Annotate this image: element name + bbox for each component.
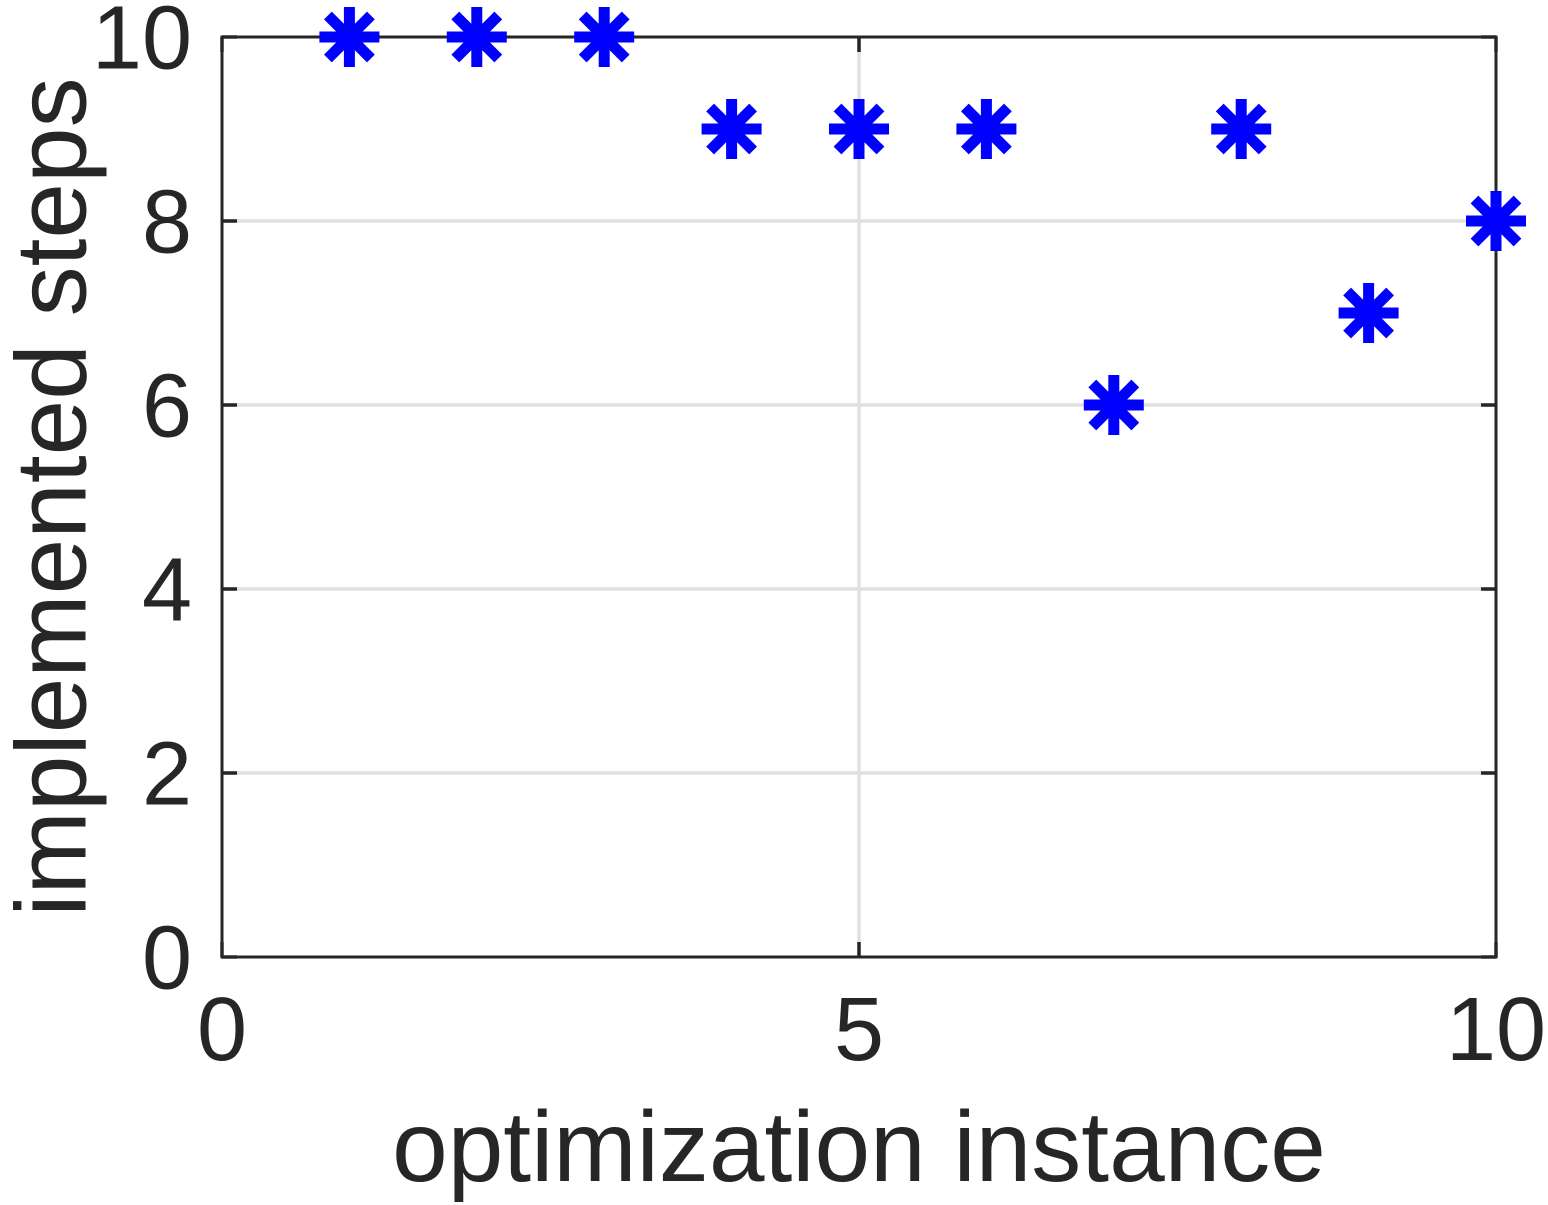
x-axis-label: optimization instance bbox=[392, 1091, 1326, 1203]
data-point-marker bbox=[574, 7, 635, 67]
x-tick-label: 10 bbox=[1446, 980, 1546, 1080]
y-tick-label: 8 bbox=[142, 173, 192, 273]
data-point-marker bbox=[956, 99, 1017, 159]
data-point-marker bbox=[1338, 283, 1399, 343]
asterisk-marker-stroke bbox=[1470, 195, 1522, 247]
asterisk-marker-stroke bbox=[833, 103, 885, 155]
y-tick-label: 2 bbox=[142, 725, 192, 825]
data-point-marker bbox=[1466, 191, 1526, 251]
x-tick-label: 0 bbox=[197, 980, 247, 1080]
x-tick-label: 5 bbox=[834, 980, 884, 1080]
asterisk-marker-stroke bbox=[1343, 287, 1394, 339]
y-tick-label: 0 bbox=[142, 909, 192, 1009]
asterisk-marker-stroke bbox=[706, 103, 757, 155]
data-point-marker bbox=[829, 99, 889, 159]
asterisk-marker-stroke bbox=[324, 11, 375, 63]
data-point-marker bbox=[319, 7, 380, 67]
data-point-marker bbox=[701, 99, 762, 159]
asterisk-marker-stroke bbox=[1088, 379, 1140, 431]
data-point-marker bbox=[446, 7, 507, 67]
asterisk-marker-stroke bbox=[1215, 103, 1267, 155]
data-point-marker bbox=[1083, 375, 1144, 435]
y-tick-label: 10 bbox=[92, 0, 192, 89]
asterisk-marker-stroke bbox=[451, 11, 503, 63]
asterisk-marker-stroke bbox=[961, 103, 1012, 155]
y-tick-label: 4 bbox=[142, 541, 192, 641]
y-tick-label: 6 bbox=[142, 357, 192, 457]
asterisk-marker-stroke bbox=[578, 11, 630, 63]
data-point-marker bbox=[1211, 99, 1272, 159]
y-axis-label: implemented steps bbox=[0, 77, 108, 917]
